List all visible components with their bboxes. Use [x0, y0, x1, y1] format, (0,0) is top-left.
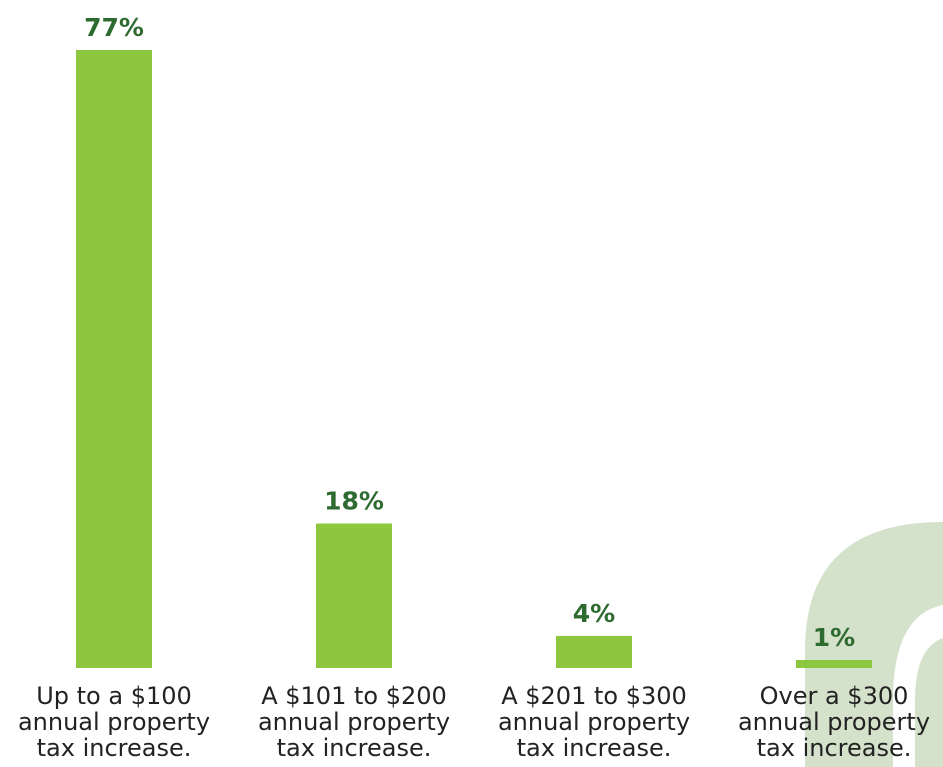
decoration [805, 522, 943, 767]
bar [556, 635, 632, 668]
category-label: Over a $300 annual property tax increase… [737, 682, 931, 762]
category-label: A $101 to $200 annual property tax incre… [257, 682, 451, 762]
value-label: 77% [84, 13, 144, 42]
category-label: A $201 to $300 annual property tax incre… [497, 682, 691, 762]
category-label: Up to a $100 annual property tax increas… [17, 682, 211, 762]
value-label: 1% [813, 623, 855, 652]
bar [796, 659, 872, 668]
value-label: 4% [573, 599, 615, 628]
value-label: 18% [324, 487, 384, 516]
bar [316, 523, 392, 668]
bar [76, 50, 152, 668]
